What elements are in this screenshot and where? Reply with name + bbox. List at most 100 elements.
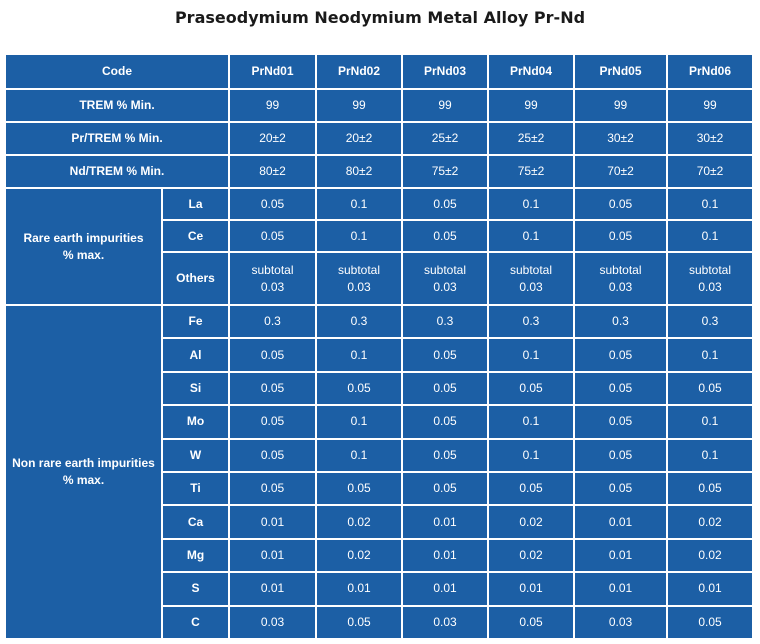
impurity-group-label: Non rare earth impurities % max. <box>4 304 163 640</box>
table-cell: 0.05 <box>573 470 668 507</box>
table-cell: 80±2 <box>315 154 403 189</box>
table-cell: 0.05 <box>401 337 489 373</box>
table-cell: 0.05 <box>315 370 403 407</box>
specification-table: Code PrNd01 PrNd02 PrNd03 PrNd04 PrNd05 PrNd06… <box>4 53 754 640</box>
table-cell: 0.1 <box>666 404 754 440</box>
code-header-prnd03: PrNd03 <box>401 53 489 90</box>
table-row: Nd/TREM % Min. 80±2 80±2 75±2 75±2 70±2 70±2 <box>4 154 754 189</box>
table-cell: 0.05 <box>228 370 317 407</box>
table-row: Al 0.05 0.1 0.05 0.1 0.05 0.1 <box>5 337 754 373</box>
table-cell: 0.02 <box>666 537 754 574</box>
table-cell: 0.02 <box>315 537 403 574</box>
table-cell: 0.1 <box>315 437 403 473</box>
table-cell: 0.1 <box>315 219 403 253</box>
group-label-line2: % max. <box>62 472 105 487</box>
table-cell: 0.1 <box>487 437 575 473</box>
table-cell: 0.01 <box>315 571 403 607</box>
table-cell: 0.05 <box>666 604 754 640</box>
table-cell: 99 <box>487 88 575 123</box>
table-cell: 0.3 <box>228 303 317 340</box>
table-cell: 0.05 <box>315 470 403 507</box>
table-cell: 0.01 <box>401 537 489 574</box>
table-cell: 0.01 <box>228 537 317 574</box>
table-cell: 0.05 <box>573 437 668 473</box>
table-cell: 99 <box>228 88 317 123</box>
table-row: Rare earth impurities% max. La 0.05 0.1 0.05… <box>4 187 754 306</box>
table-cell: 25±2 <box>401 121 489 156</box>
table-cell: 0.02 <box>315 504 403 540</box>
code-header-prnd01: PrNd01 <box>228 53 317 90</box>
table-cell: 0.3 <box>401 303 489 340</box>
code-header-prnd02: PrNd02 <box>315 53 403 90</box>
table-cell: 0.3 <box>666 303 754 340</box>
table-cell: 0.05 <box>228 337 317 373</box>
table-cell: 0.1 <box>666 437 754 473</box>
table-cell: 0.05 <box>573 337 668 373</box>
table-cell: 0.05 <box>573 404 668 440</box>
table-row: Si 0.05 0.05 0.05 0.05 0.05 0.05 <box>5 370 754 407</box>
table-cell: 0.05 <box>487 604 575 640</box>
table-body: Code PrNd01 PrNd02 PrNd03 PrNd04 PrNd05 PrNd06… <box>4 53 754 640</box>
code-header-prnd04: PrNd04 <box>487 53 575 90</box>
table-cell: 0.05 <box>573 370 668 407</box>
table-cell: 0.05 <box>401 370 489 407</box>
table-cell: 0.03 <box>228 604 317 640</box>
table-cell: 0.05 <box>228 404 317 440</box>
table-row: S 0.01 0.01 0.01 0.01 0.01 0.01 <box>5 571 754 607</box>
table-cell: 0.1 <box>487 337 575 373</box>
code-header-prnd06: PrNd06 <box>666 53 754 90</box>
table-row: Mg 0.01 0.02 0.01 0.02 0.01 0.02 <box>5 537 754 574</box>
table-cell: 0.1 <box>487 404 575 440</box>
table-cell: 0.05 <box>666 470 754 507</box>
table-cell: 0.05 <box>228 187 317 221</box>
subtotal-cell: subtotal 0.03 <box>401 251 489 306</box>
table-cell: 0.03 <box>401 604 489 640</box>
table-cell: 75±2 <box>401 154 489 189</box>
table-cell: 0.05 <box>573 187 668 221</box>
table-cell: 0.1 <box>315 187 403 221</box>
table-cell: 0.02 <box>487 504 575 540</box>
table-row: W 0.05 0.1 0.05 0.1 0.05 0.1 <box>5 437 754 473</box>
element-label: C <box>161 604 230 640</box>
header-row: Code PrNd01 PrNd02 PrNd03 PrNd04 PrNd05 PrNd06 <box>4 53 754 90</box>
table-cell: 0.05 <box>228 219 317 253</box>
table-cell: 0.02 <box>487 537 575 574</box>
table-row: Others subtotal 0.03 subtotal 0.03 subtotal… <box>5 251 754 306</box>
table-cell: 30±2 <box>573 121 668 156</box>
table-cell: 0.02 <box>666 504 754 540</box>
table-cell: 99 <box>666 88 754 123</box>
element-label: Ca <box>161 504 230 540</box>
table-cell: 0.01 <box>666 571 754 607</box>
table-cell: 0.05 <box>401 404 489 440</box>
page-title: Praseodymium Neodymium Metal Alloy Pr-Nd <box>174 8 586 27</box>
element-label: Si <box>161 370 230 407</box>
row-label: Nd/TREM % Min. <box>4 154 230 189</box>
subtotal-cell: subtotal 0.03 <box>573 251 668 306</box>
subtotal-cell: subtotal 0.03 <box>666 251 754 306</box>
table-cell: 0.05 <box>228 437 317 473</box>
table-cell: 30±2 <box>666 121 754 156</box>
group-label-line2: % max. <box>62 247 105 262</box>
element-label: Ce <box>161 219 230 253</box>
table-cell: 99 <box>315 88 403 123</box>
table-cell: 20±2 <box>315 121 403 156</box>
element-label: Ti <box>161 470 230 507</box>
code-header-prnd05: PrNd05 <box>573 53 668 90</box>
table-cell: 0.1 <box>315 404 403 440</box>
table-cell: 99 <box>401 88 489 123</box>
table-cell: 25±2 <box>487 121 575 156</box>
table-cell: 70±2 <box>666 154 754 189</box>
table-row: Ca 0.01 0.02 0.01 0.02 0.01 0.02 <box>5 504 754 540</box>
table-cell: 0.01 <box>487 571 575 607</box>
row-label: Pr/TREM % Min. <box>4 121 230 156</box>
table-cell: 0.1 <box>487 187 575 221</box>
table-cell: 0.01 <box>573 504 668 540</box>
element-label: S <box>161 571 230 607</box>
table-cell: 0.01 <box>401 504 489 540</box>
table-row: Ti 0.05 0.05 0.05 0.05 0.05 0.05 <box>5 470 754 507</box>
table-cell: 0.01 <box>228 504 317 540</box>
table-row: Non rare earth impurities% max. Fe 0.3 0.3 0… <box>4 303 754 640</box>
table-cell: 99 <box>573 88 668 123</box>
table-cell: 0.01 <box>228 571 317 607</box>
table-cell: 80±2 <box>228 154 317 189</box>
